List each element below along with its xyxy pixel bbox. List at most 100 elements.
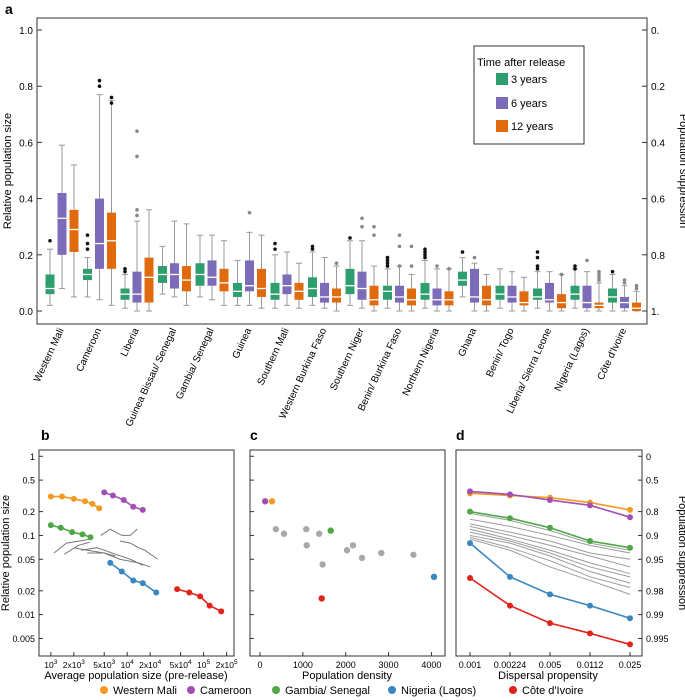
outlier-point bbox=[397, 233, 402, 237]
tick-exponent: 3 bbox=[54, 659, 58, 666]
panel-b-xlabel-text: Average population size (pre-release) bbox=[44, 670, 227, 682]
category-label: Benin/ Togo bbox=[485, 326, 517, 379]
category-label: Guinea bbox=[231, 326, 255, 360]
legend-dot-nigeria-lagos bbox=[388, 686, 396, 694]
series-point-gambia-senegal bbox=[507, 515, 513, 522]
legend-label-western-mali: Western Mali bbox=[113, 685, 177, 697]
gray-series-line bbox=[469, 528, 631, 575]
tick-exponent: 3 bbox=[112, 659, 116, 666]
panel-b-xtick-label: 103 bbox=[44, 659, 57, 670]
outlier-point bbox=[622, 278, 627, 282]
outlier-point bbox=[135, 213, 139, 218]
outlier-point bbox=[385, 255, 390, 260]
panel-a-legend: Time after release 3 years 6 years 12 ye… bbox=[473, 45, 585, 145]
category-label: Liberia bbox=[119, 326, 142, 358]
box-3-years bbox=[458, 271, 467, 286]
box-12-years bbox=[444, 291, 454, 306]
outlier-point bbox=[385, 258, 390, 263]
panel-a-ytick-label: 0.6 bbox=[19, 138, 33, 149]
series-point-western-mali bbox=[627, 506, 633, 513]
panel-b-xtick-label: 5x103 bbox=[93, 659, 115, 670]
panel-a-ytick-right-label: 0. bbox=[651, 26, 659, 37]
outlier-point bbox=[622, 281, 627, 285]
box-6-years bbox=[395, 285, 404, 303]
series-point-cameroon bbox=[547, 497, 553, 504]
legend-label-cameroon: Cameroon bbox=[200, 685, 251, 697]
outlier-point bbox=[48, 238, 52, 243]
series-point-cameroon bbox=[130, 503, 137, 510]
box-12-years bbox=[332, 288, 341, 303]
scatter-point-gray bbox=[343, 547, 351, 554]
outlier-point bbox=[535, 264, 540, 268]
panel-b-xtick-label: 2x103 bbox=[63, 659, 85, 670]
legend-swatch-3-years bbox=[496, 73, 508, 85]
panel-b-frame bbox=[38, 449, 235, 657]
panel-a-frame bbox=[36, 17, 648, 325]
scatter-point-gray bbox=[303, 525, 310, 533]
box-3-years bbox=[308, 277, 317, 297]
outlier-point bbox=[423, 253, 427, 257]
series-point-c-te-d-ivoire bbox=[627, 641, 633, 648]
series-point-gambia-senegal bbox=[627, 544, 633, 551]
series-point-nigeria-lagos bbox=[507, 573, 513, 580]
tick-base: 10 bbox=[197, 660, 207, 670]
gray-series-line bbox=[469, 534, 631, 584]
series-point-nigeria-lagos bbox=[587, 602, 593, 609]
panel-a-ylabel: Relative population size bbox=[2, 113, 14, 229]
panel-a-ytick-label: 1.0 bbox=[19, 26, 33, 37]
panel-d-xtick-label: 0.0112 bbox=[577, 660, 604, 670]
gray-series-line bbox=[469, 531, 631, 578]
legend-dot-cameroon bbox=[187, 686, 195, 694]
outlier-point bbox=[559, 272, 564, 277]
category-label: Ghana bbox=[457, 326, 480, 358]
tick-exponent: 5 bbox=[234, 659, 238, 666]
box-6-years bbox=[432, 288, 442, 306]
panel-a-ytick-right-label: 0.2 bbox=[651, 82, 665, 93]
scatter-point-gambia bbox=[327, 527, 334, 534]
box-6-years bbox=[170, 263, 179, 289]
series-point-gambia-senegal bbox=[57, 524, 64, 531]
gray-series-line bbox=[53, 538, 91, 554]
series-point-c-te-d-ivoire bbox=[218, 608, 225, 615]
box-3-years bbox=[533, 288, 542, 300]
gray-series-line bbox=[469, 518, 631, 554]
panel-b: Relative population size Average populat… bbox=[0, 449, 238, 670]
panel-label-d: d bbox=[456, 427, 465, 443]
series-point-gambia-senegal bbox=[87, 534, 94, 541]
scatter-point-gray bbox=[349, 542, 357, 549]
outlier-point bbox=[597, 278, 601, 282]
scatter-point-cote bbox=[318, 595, 325, 602]
series-point-cameroon bbox=[139, 506, 146, 513]
legend-label-gambia-senegal: Gambia/ Senegal bbox=[285, 685, 370, 697]
tick-base: 10 bbox=[121, 660, 131, 670]
outlier-point bbox=[397, 244, 402, 249]
tick-exponent: 4 bbox=[158, 659, 162, 666]
legend-swatch-6-years bbox=[496, 97, 508, 109]
gray-series-line bbox=[119, 540, 158, 560]
scatter-point-gray bbox=[303, 542, 310, 549]
series-point-nigeria-lagos bbox=[153, 589, 160, 596]
series-point-nigeria-lagos bbox=[139, 580, 146, 587]
box-12-years bbox=[69, 209, 79, 252]
outlier-point bbox=[597, 272, 601, 277]
panel-b-ytick-label: 0.01 bbox=[17, 610, 35, 620]
panel-d-xtick-label: 0.001 bbox=[459, 660, 482, 670]
outlier-point bbox=[273, 241, 277, 246]
outlier-point bbox=[247, 210, 252, 215]
panel-d-ylabel-right: Population suppression bbox=[676, 496, 685, 610]
outlier-point bbox=[634, 283, 639, 288]
panel-b-ytick-label: 0.005 bbox=[12, 634, 35, 644]
panel-d-frame bbox=[455, 449, 643, 657]
gray-series-line bbox=[81, 547, 144, 566]
series-point-c-te-d-ivoire bbox=[186, 589, 193, 596]
panel-label-c: c bbox=[250, 427, 258, 443]
series-point-western-mali bbox=[70, 495, 77, 502]
series-point-c-te-d-ivoire bbox=[587, 630, 593, 637]
series-point-western-mali bbox=[47, 493, 54, 500]
legend-label-c-te-d-ivoire: Côte d'Ivoire bbox=[522, 685, 583, 697]
series-point-western-mali bbox=[96, 505, 103, 512]
panel-c-xtick-label: 3000 bbox=[379, 660, 399, 670]
category-label: Cameroon bbox=[75, 327, 105, 374]
category-label: Western Mali bbox=[32, 327, 67, 384]
outlier-point bbox=[123, 267, 127, 271]
